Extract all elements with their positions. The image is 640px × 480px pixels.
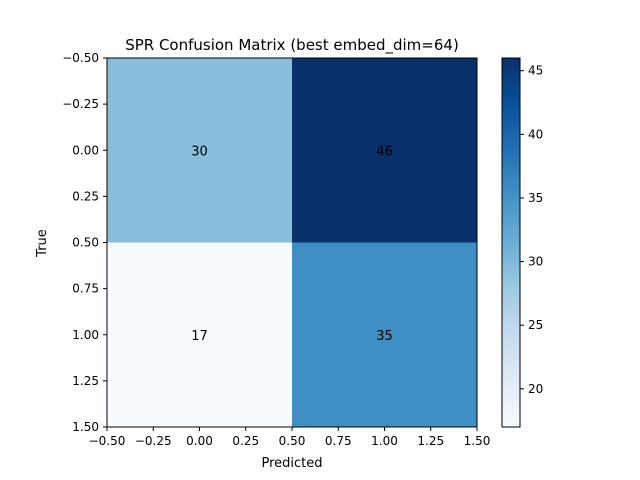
x-axis-label: Predicted (261, 456, 322, 471)
cell-value-label: 46 (376, 144, 393, 159)
colorbar-tick-label: 35 (528, 191, 543, 205)
x-tick-label: 0.25 (232, 434, 259, 448)
heatmap-cells (107, 58, 477, 427)
colorbar-tick-label: 20 (528, 382, 543, 396)
y-axis-label: True (35, 229, 50, 258)
y-tick-label: −0.50 (62, 51, 99, 65)
x-axis-ticks: −0.50 −0.25 0.00 0.25 0.50 0.75 1.00 1.25 1.50 (89, 427, 491, 448)
x-tick-label: 1.50 (464, 434, 491, 448)
x-tick-label: 0.50 (279, 434, 306, 448)
heatmap-cell (292, 58, 477, 243)
y-tick-label: 1.00 (72, 328, 99, 342)
x-tick-label: 1.00 (371, 434, 398, 448)
colorbar (502, 58, 520, 427)
heatmap-cell (107, 58, 292, 243)
heatmap-cell-labels: 30 46 17 35 (191, 144, 393, 344)
colorbar-frame (501, 57, 521, 428)
chart-title: SPR Confusion Matrix (best embed_dim=64) (125, 36, 459, 55)
y-tick-label: 1.50 (72, 420, 99, 434)
y-tick-label: 1.25 (72, 374, 99, 388)
x-tick-label: −0.50 (89, 434, 126, 448)
y-tick-label: 0.25 (72, 189, 99, 203)
x-tick-label: −0.25 (135, 434, 172, 448)
cell-value-label: 35 (376, 329, 393, 344)
colorbar-ticks: 20 25 30 35 40 45 (520, 64, 543, 396)
y-tick-label: 0.00 (72, 143, 99, 157)
cell-value-label: 30 (191, 144, 208, 159)
colorbar-tick-label: 30 (528, 255, 543, 269)
x-tick-label: 0.75 (325, 434, 352, 448)
x-tick-label: 0.00 (186, 434, 213, 448)
y-tick-label: −0.25 (62, 97, 99, 111)
heatmap-cell (292, 242, 477, 427)
cell-value-label: 17 (191, 329, 208, 344)
y-tick-label: 0.50 (72, 236, 99, 250)
x-tick-label: 1.25 (417, 434, 444, 448)
y-tick-label: 0.75 (72, 282, 99, 296)
colorbar-tick-label: 25 (528, 318, 543, 332)
heatmap-cell (107, 242, 292, 427)
colorbar-tick-label: 45 (528, 64, 543, 78)
colorbar-tick-label: 40 (528, 127, 543, 141)
y-axis-ticks: −0.50 −0.25 0.00 0.25 0.50 0.75 1.00 1.25 1.50 (62, 51, 107, 434)
